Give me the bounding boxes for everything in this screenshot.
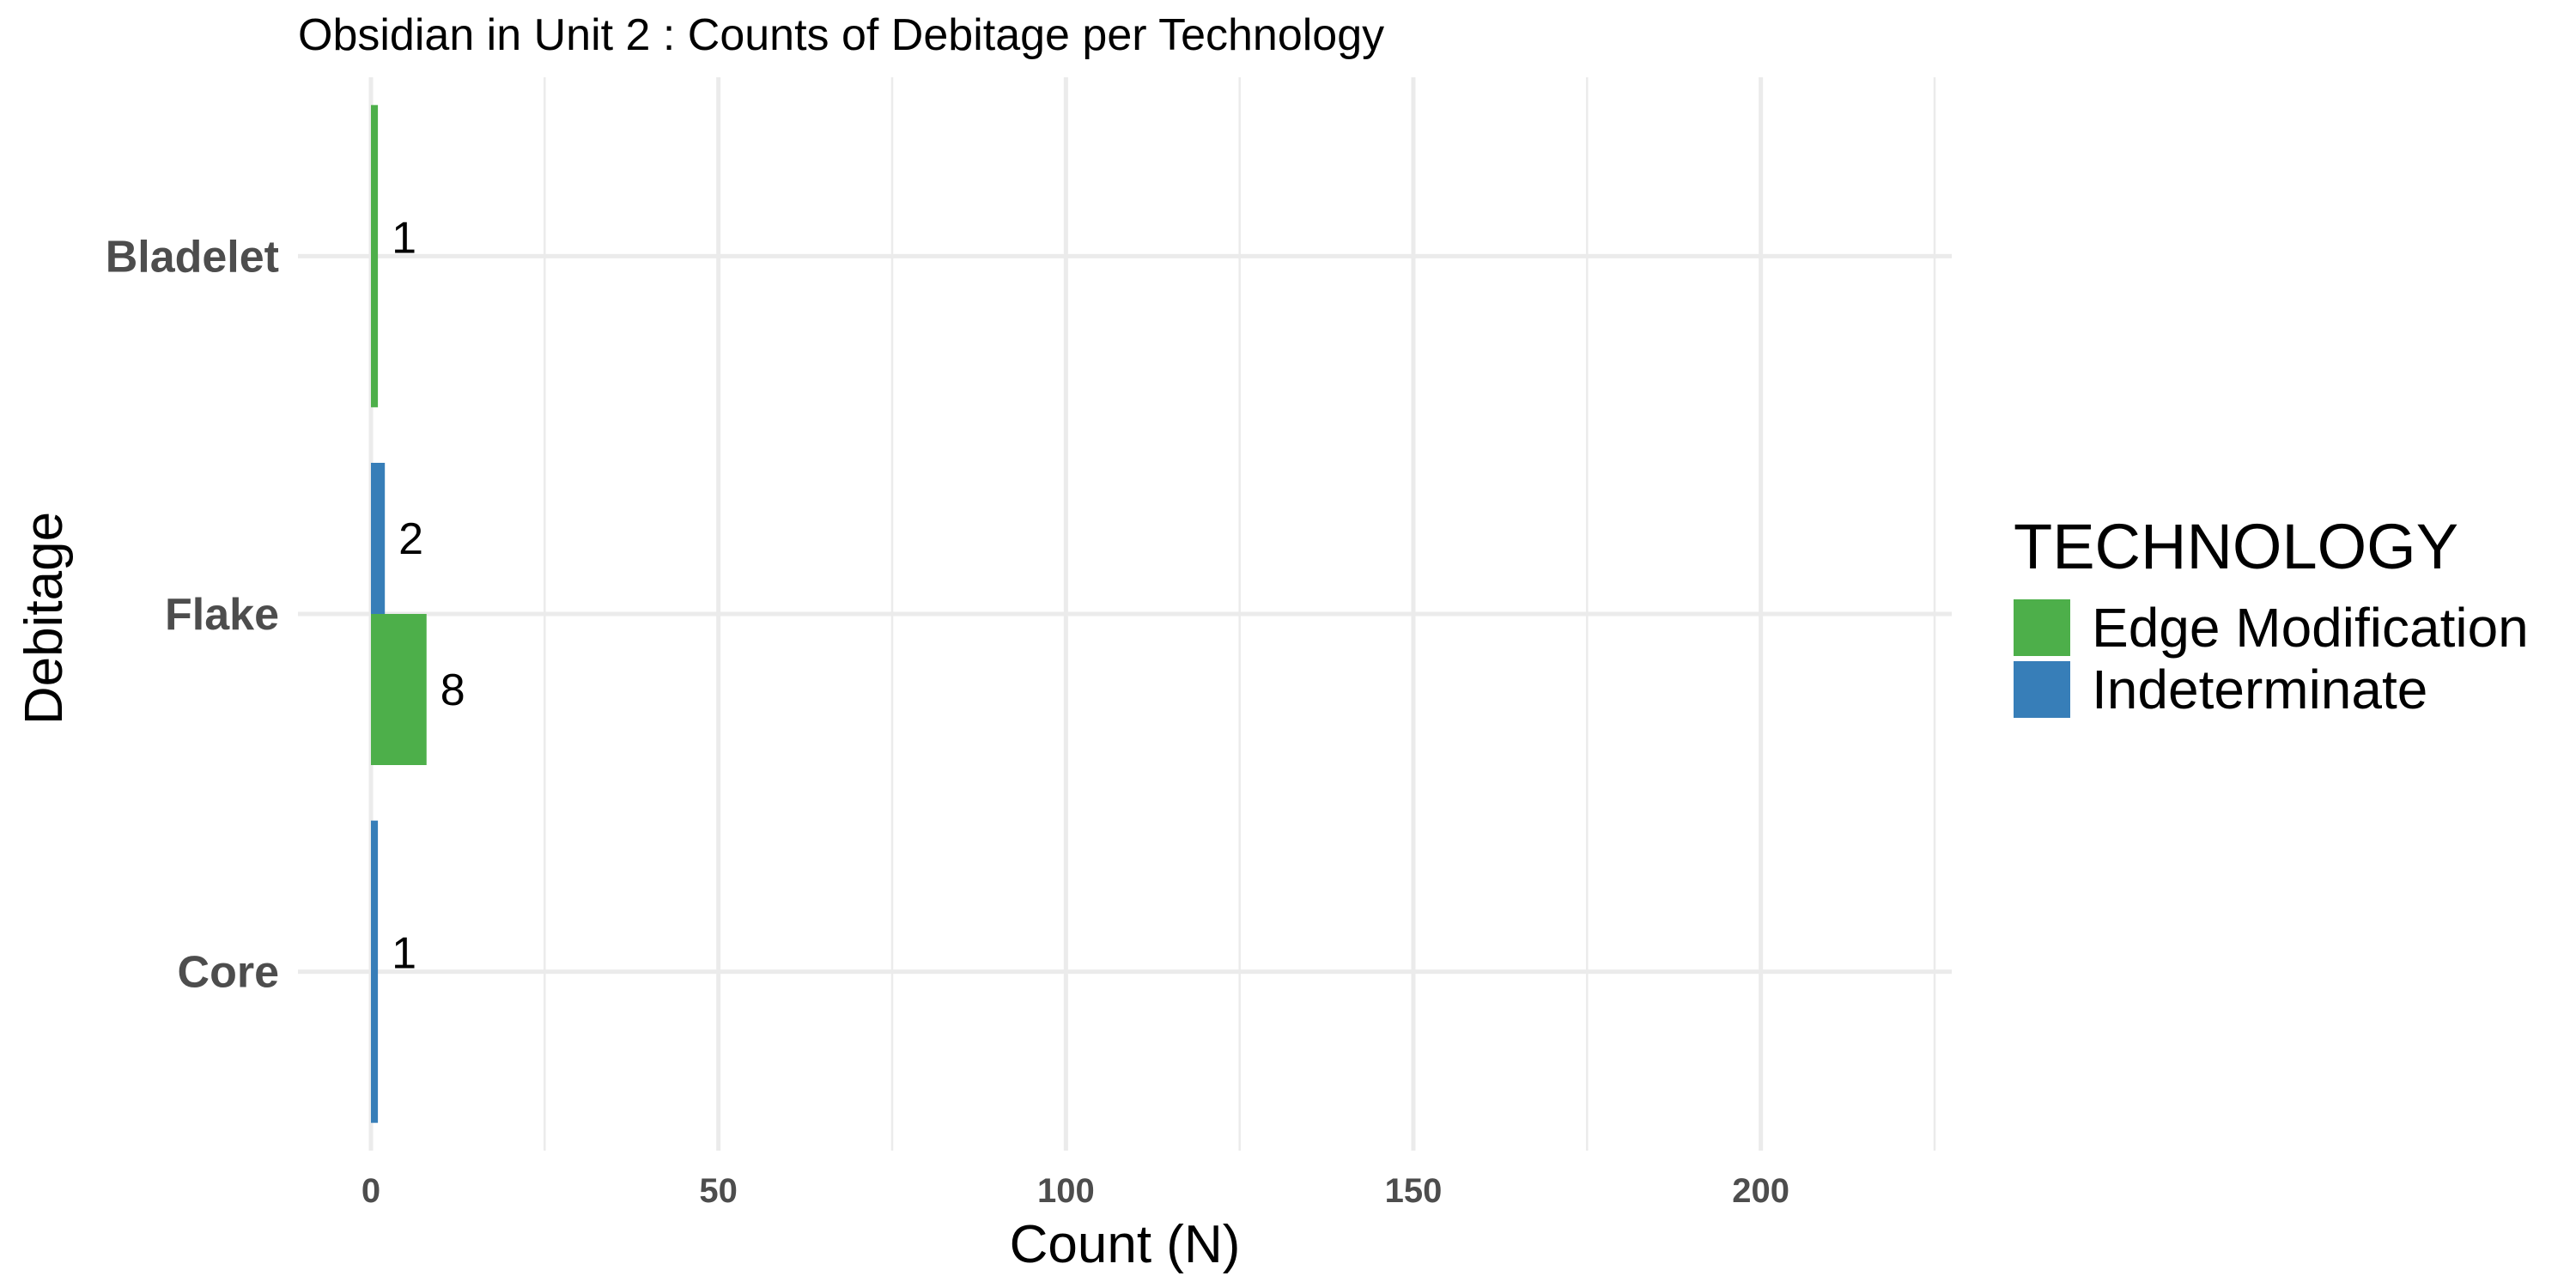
x-axis-title: Count (N)	[1010, 1215, 1241, 1274]
grid	[298, 77, 1952, 1151]
legend-swatch	[2014, 599, 2070, 656]
chart-title: Obsidian in Unit 2 : Counts of Debitage …	[298, 10, 1384, 60]
x-tick-label: 200	[1732, 1172, 1789, 1210]
legend-swatch	[2014, 661, 2070, 718]
y-tick-label: Flake	[165, 590, 279, 640]
bar-value-label: 1	[392, 929, 416, 979]
x-tick-label: 100	[1037, 1172, 1095, 1210]
y-tick-label: Bladelet	[106, 232, 279, 282]
x-tick-label: 0	[361, 1172, 380, 1210]
bar-value-label: 1	[392, 213, 416, 263]
bar	[371, 614, 427, 765]
x-tick-label: 150	[1385, 1172, 1443, 1210]
bars	[371, 105, 427, 1123]
y-tick-label: Core	[178, 948, 279, 998]
y-axis-title: Debitage	[15, 512, 74, 725]
y-axis-ticks: Bladelet Flake Core	[106, 232, 279, 997]
bar	[371, 820, 379, 1123]
legend-label: Edge Modification	[2092, 597, 2529, 659]
legend-label: Indeterminate	[2092, 659, 2427, 720]
bar	[371, 463, 386, 614]
bar	[371, 105, 379, 408]
legend: TECHNOLOGY Edge ModificationIndeterminat…	[2014, 511, 2529, 720]
bar-value-label: 8	[440, 665, 465, 715]
x-axis-ticks: 0 50 100 150 200	[361, 1172, 1789, 1210]
x-tick-label: 50	[699, 1172, 738, 1210]
bar-value-label: 2	[398, 514, 423, 564]
legend-title: TECHNOLOGY	[2014, 511, 2458, 582]
